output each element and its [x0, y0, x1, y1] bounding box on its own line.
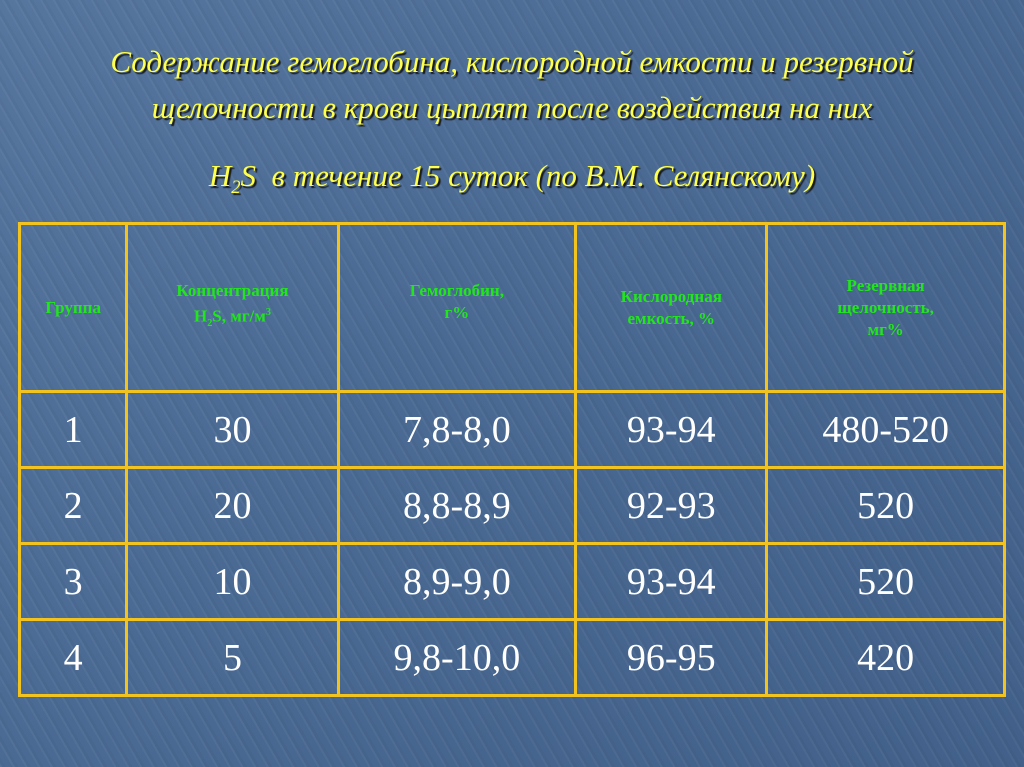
header-oxygen-capacity: Кислородная емкость, %: [574, 222, 769, 393]
header-sup: 3: [265, 306, 271, 318]
table-cell: 93-94: [574, 390, 769, 469]
header-hemoglobin: Гемоглобин, г%: [336, 222, 578, 393]
table-cell: 96-95: [574, 618, 769, 697]
table-cell: 2: [17, 466, 129, 545]
table-cell: 8,9-9,0: [336, 542, 578, 621]
header-reserve-alkalinity: Резервная щелочность, мг%: [765, 222, 1006, 393]
table-cell: 92-93: [574, 466, 769, 545]
slide-title-line-3: H2S в течение 15 суток (по В.М. Селянско…: [0, 158, 1024, 199]
header-text: Кислородная: [620, 286, 722, 306]
table-cell: 30: [125, 390, 340, 469]
header-text: Резервная: [846, 275, 925, 295]
table-cell: 520: [765, 466, 1006, 545]
header-concentration: Концентрация H2S, мг/м3: [125, 222, 340, 393]
table-row: 3 10 8,9-9,0 93-94 520: [17, 542, 1006, 621]
title-h: H: [208, 158, 232, 193]
table-cell: 9,8-10,0: [336, 618, 578, 697]
slide-title-line-1: Содержание гемоглобина, кислородной емко…: [110, 44, 914, 79]
table-cell: 7,8-8,0: [336, 390, 578, 469]
header-group: Группа: [17, 222, 129, 393]
table-cell: 420: [765, 618, 1006, 697]
title-rest: S в течение 15 суток (по В.М. Селянскому…: [240, 158, 816, 193]
table-row: 1 30 7,8-8,0 93-94 480-520: [17, 390, 1006, 469]
table-cell: 3: [17, 542, 129, 621]
table-cell: 5: [125, 618, 340, 697]
title-sub: 2: [231, 177, 241, 199]
table-row: 4 5 9,8-10,0 96-95 420: [17, 618, 1006, 697]
table-row: 2 20 8,8-8,9 92-93 520: [17, 466, 1006, 545]
header-sub: 2: [207, 318, 213, 330]
header-text: г%: [444, 303, 470, 322]
table-cell: 20: [125, 466, 340, 545]
header-text: емкость, %: [627, 308, 716, 328]
table-cell: 8,8-8,9: [336, 466, 578, 545]
table-cell: 520: [765, 542, 1006, 621]
table-cell: 4: [17, 618, 129, 697]
header-row: Группа Концентрация H2S, мг/м3 Гемоглобин…: [17, 222, 1006, 393]
slide-title-line-2: щелочности в крови цыплят после воздейст…: [151, 90, 873, 125]
header-text: мг%: [867, 319, 904, 339]
table-cell: 1: [17, 390, 129, 469]
header-text: Группа: [45, 297, 101, 317]
header-text: S, мг/м: [212, 306, 266, 326]
table-cell: 10: [125, 542, 340, 621]
header-text: щелочность,: [837, 297, 934, 317]
table-cell: 93-94: [574, 542, 769, 621]
data-table: Группа Концентрация H2S, мг/м3 Гемоглобин…: [17, 222, 1006, 697]
header-text: Концентрация: [176, 280, 289, 300]
header-text: H: [193, 306, 208, 326]
table-cell: 480-520: [765, 390, 1006, 469]
header-text: Гемоглобин,: [409, 281, 504, 300]
